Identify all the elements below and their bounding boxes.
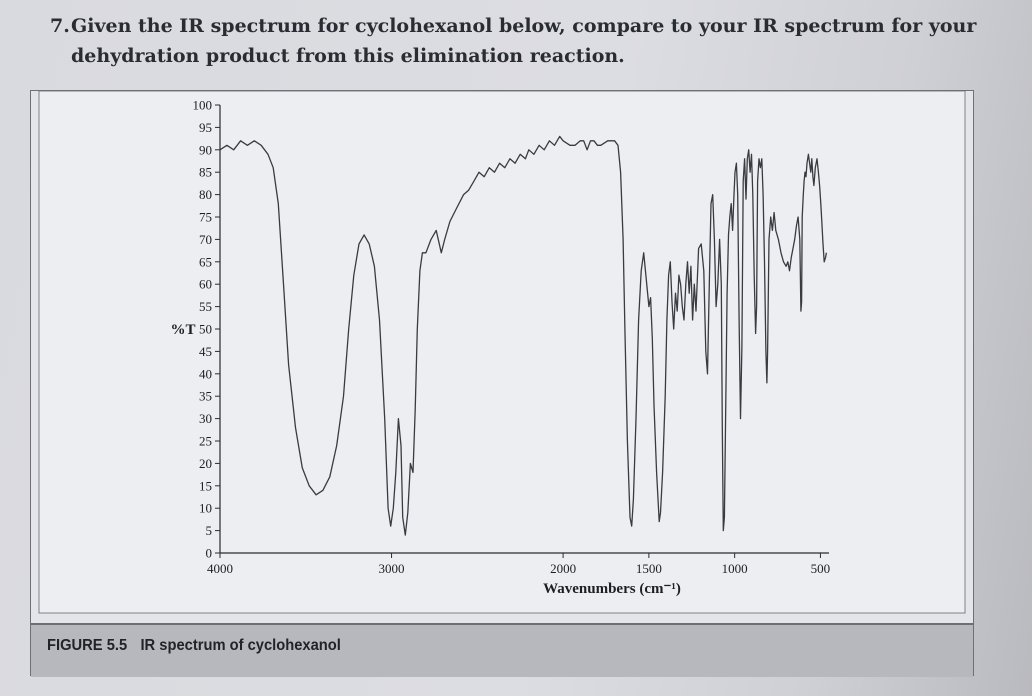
x-tick-label: 3000: [379, 561, 405, 576]
y-tick-label: 45: [199, 344, 212, 359]
y-tick-label: 60: [199, 277, 212, 292]
ir-spectrum-chart: 0 5 10 15 20 25 30 35 40 45 50 55 60 65 70 75 80 85 90 95 10…: [38, 91, 966, 614]
spectrum-line: [219, 135, 828, 536]
y-tick-label: 40: [199, 366, 212, 381]
figure-caption-label: FIGURE 5.5: [47, 637, 128, 654]
plot-area-frame: [38, 91, 966, 614]
question-text-line-1: Given the IR spectrum for cyclohexanol b…: [71, 15, 977, 37]
y-tick-label: 30: [199, 411, 212, 426]
y-tick-label: 95: [199, 120, 212, 135]
y-tick-label: 65: [199, 254, 212, 269]
y-axis-label: %T: [170, 322, 195, 338]
x-tick-label: 1500: [636, 561, 662, 576]
x-tick-label: 500: [811, 561, 831, 576]
y-tick-label: 35: [199, 389, 212, 404]
y-tick-label: 85: [199, 165, 212, 180]
x-tick-label: 1000: [722, 561, 748, 576]
y-tick-label: 25: [199, 434, 212, 449]
figure-caption-bar: FIGURE 5.5 IR spectrum of cyclohexanol: [31, 623, 973, 677]
y-tick-label: 15: [199, 478, 212, 493]
y-tick-label: 0: [206, 546, 213, 561]
y-tick-label: 5: [206, 523, 213, 538]
figure-caption-text: IR spectrum of cyclohexanol: [140, 637, 341, 654]
y-tick-label: 10: [199, 501, 212, 516]
x-tick-label: 4000: [207, 561, 233, 576]
y-tick-label: 70: [199, 232, 212, 247]
x-axis-label: Wavenumbers (cm⁻¹): [543, 581, 681, 597]
question-number: 7.: [50, 15, 70, 37]
y-tick-label: 80: [199, 187, 212, 202]
y-tick-label: 20: [199, 456, 212, 471]
y-tick-label: 100: [193, 98, 213, 113]
figure-caption: FIGURE 5.5 IR spectrum of cyclohexanol: [47, 637, 341, 655]
y-tick-label: 75: [199, 210, 212, 225]
x-tick-label: 2000: [550, 561, 576, 576]
y-tick-label: 55: [199, 299, 212, 314]
y-tick-label: 90: [199, 142, 212, 157]
y-tick-label: 50: [199, 322, 212, 337]
question-text-line-2: dehydration product from this eliminatio…: [71, 45, 625, 67]
figure-panel: 0 5 10 15 20 25 30 35 40 45 50 55 60 65 70 75 80 85 90 95 10…: [30, 90, 974, 677]
